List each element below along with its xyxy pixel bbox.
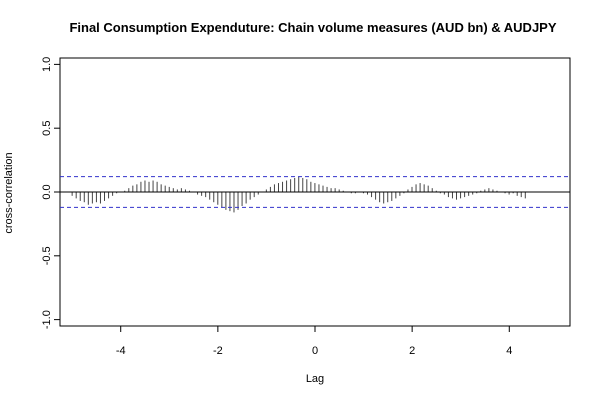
y-tick-label: -0.5 xyxy=(41,246,53,265)
x-tick-label: -4 xyxy=(116,345,126,357)
x-axis-label: Lag xyxy=(306,373,324,385)
y-tick-label: 0.5 xyxy=(41,121,53,136)
y-tick-label: 0.0 xyxy=(41,184,53,199)
x-tick-label: 4 xyxy=(506,345,512,357)
x-tick-label: 0 xyxy=(312,345,318,357)
y-tick-label: 1.0 xyxy=(41,57,53,72)
y-axis: -1.0 -0.5 0.0 0.5 1.0 xyxy=(41,57,60,329)
y-tick-label: -1.0 xyxy=(41,310,53,329)
x-tick-label: -2 xyxy=(213,345,223,357)
x-axis: -4 -2 0 2 4 xyxy=(116,326,512,357)
x-tick-label: 2 xyxy=(409,345,415,357)
y-axis-label: cross-correlation xyxy=(3,152,15,233)
chart-title: Final Consumption Expenduture: Chain vol… xyxy=(69,20,556,35)
